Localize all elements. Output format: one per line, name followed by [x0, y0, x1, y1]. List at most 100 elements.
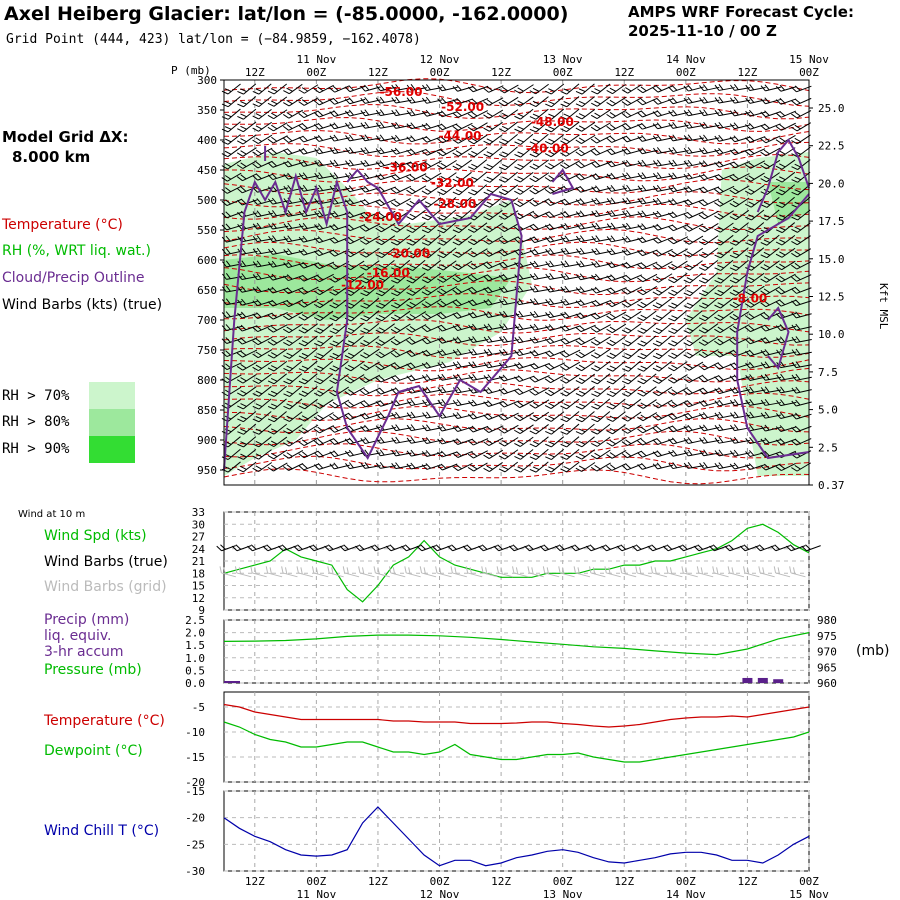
wind-barb-flag	[730, 84, 735, 91]
wind-barb-flag	[391, 450, 397, 457]
isotherm-label: -48.00	[531, 115, 574, 129]
wind-barb-staff	[242, 361, 257, 371]
wind-barb	[637, 223, 658, 231]
wind-barb-staff	[797, 159, 811, 170]
wind-barb-flag	[683, 425, 689, 432]
wind-barb	[529, 448, 549, 460]
wind-barb	[313, 399, 334, 409]
wind-barb	[714, 147, 735, 155]
wind-barb-flag	[610, 287, 616, 293]
wind-barb	[267, 385, 287, 397]
wind-barb-staff	[797, 171, 811, 183]
wind-barb-flag	[252, 455, 259, 460]
wind-barb-flag	[440, 463, 447, 469]
wind-barb-staff	[704, 310, 719, 322]
wind-barb-flag	[714, 376, 720, 382]
wind-barb-flag	[529, 189, 536, 195]
wind-barb	[729, 247, 749, 259]
wind-barb-flag	[594, 326, 601, 331]
wind-barb	[375, 134, 397, 142]
wind-barb	[421, 160, 442, 169]
wind-barb	[483, 197, 503, 208]
wind-barb-flag	[394, 277, 401, 282]
wind-barb	[621, 235, 643, 243]
wind-barb-staff	[289, 348, 303, 359]
legend-wind-barbs-true: Wind Barbs (true)	[44, 554, 168, 570]
wind-barb-flag	[301, 402, 309, 407]
wind-barb-flag	[575, 366, 582, 372]
wind-barb-flag	[625, 99, 632, 104]
wind-barb-flag	[733, 424, 739, 431]
wind-barb-flag	[241, 285, 247, 292]
wind-barb	[791, 85, 812, 93]
wind-barb-staff	[704, 336, 719, 346]
wind-barb-flag	[375, 389, 382, 395]
wind-barb	[360, 297, 380, 309]
wind-barb-flag	[640, 340, 648, 345]
wind-barb	[467, 438, 489, 446]
wind-barb-flag	[283, 368, 290, 372]
wind-barb-flag	[714, 292, 721, 297]
wind-barb-flag	[267, 126, 274, 132]
wind-barb-flag	[379, 399, 385, 406]
wind-barb	[298, 235, 320, 243]
wind-barb-flag	[471, 438, 478, 444]
wind-barb-flag	[668, 367, 675, 372]
top-time-tick-label: 12Z	[737, 66, 757, 79]
wind-barb-staff	[503, 236, 519, 245]
wind-barb-flag	[502, 213, 509, 218]
wind-barb-flag	[486, 465, 493, 470]
pressure-tick-label: 650	[197, 284, 217, 297]
wind-barb-flag	[394, 338, 401, 344]
isotherm-line	[224, 166, 810, 183]
wind-barb-flag	[501, 125, 509, 130]
wind-barb-flag	[421, 97, 427, 104]
wind-barb-flag	[421, 242, 429, 246]
wind-barb-flag	[791, 140, 798, 145]
wind-barb-flag	[394, 302, 401, 307]
wind-barb	[483, 449, 504, 460]
wind-barb-flag	[667, 402, 674, 408]
wind-barb-staff	[581, 96, 595, 107]
wind-barb-staff	[551, 461, 565, 473]
wind-barb-flag	[298, 429, 305, 434]
wind-barb-staff	[350, 322, 364, 334]
wind-barb	[236, 337, 258, 345]
wind-barb-staff	[581, 449, 596, 460]
wind-barb-flag	[579, 210, 585, 217]
isotherm-line	[223, 228, 810, 244]
wind-barb-flag	[683, 413, 689, 420]
wind-barb-flag	[610, 160, 616, 167]
wind-barb-staff	[320, 335, 334, 347]
wind-barb-flag	[575, 90, 583, 95]
wind-barb-staff	[319, 298, 334, 309]
wind-barb-flag	[748, 301, 755, 306]
wind-barb	[314, 348, 334, 360]
wind-barb-flag	[687, 134, 693, 141]
wind-barb-staff	[642, 451, 658, 458]
wind-barb-flag	[714, 340, 721, 346]
wind-barb-flag	[455, 287, 462, 293]
wind-barb	[683, 185, 704, 193]
wind-barb-flag	[286, 313, 293, 319]
wind-barb-flag	[363, 388, 370, 394]
wind-barb-staff	[442, 299, 458, 308]
wind-barb-flag	[271, 173, 277, 179]
wind-barb-flag	[548, 187, 555, 192]
wind-barb-staff	[643, 335, 657, 347]
wind-barb	[467, 248, 488, 258]
wind-barb-staff	[596, 148, 612, 156]
wind-barb	[606, 135, 627, 143]
wind-barb-flag	[237, 456, 244, 460]
wind-barb-flag	[270, 390, 278, 395]
wind-barb-flag	[344, 186, 351, 193]
wind-barb-flag	[622, 160, 628, 167]
wind-barb-staff	[396, 297, 411, 309]
wind-barb-flag	[225, 223, 231, 230]
wind-barb-flag	[455, 251, 463, 256]
wind-barb-flag	[775, 289, 782, 295]
wind-barb-flag	[733, 96, 739, 103]
wind-barb-flag	[379, 186, 385, 192]
wind-barb	[637, 286, 658, 296]
wind-barb	[591, 96, 611, 107]
